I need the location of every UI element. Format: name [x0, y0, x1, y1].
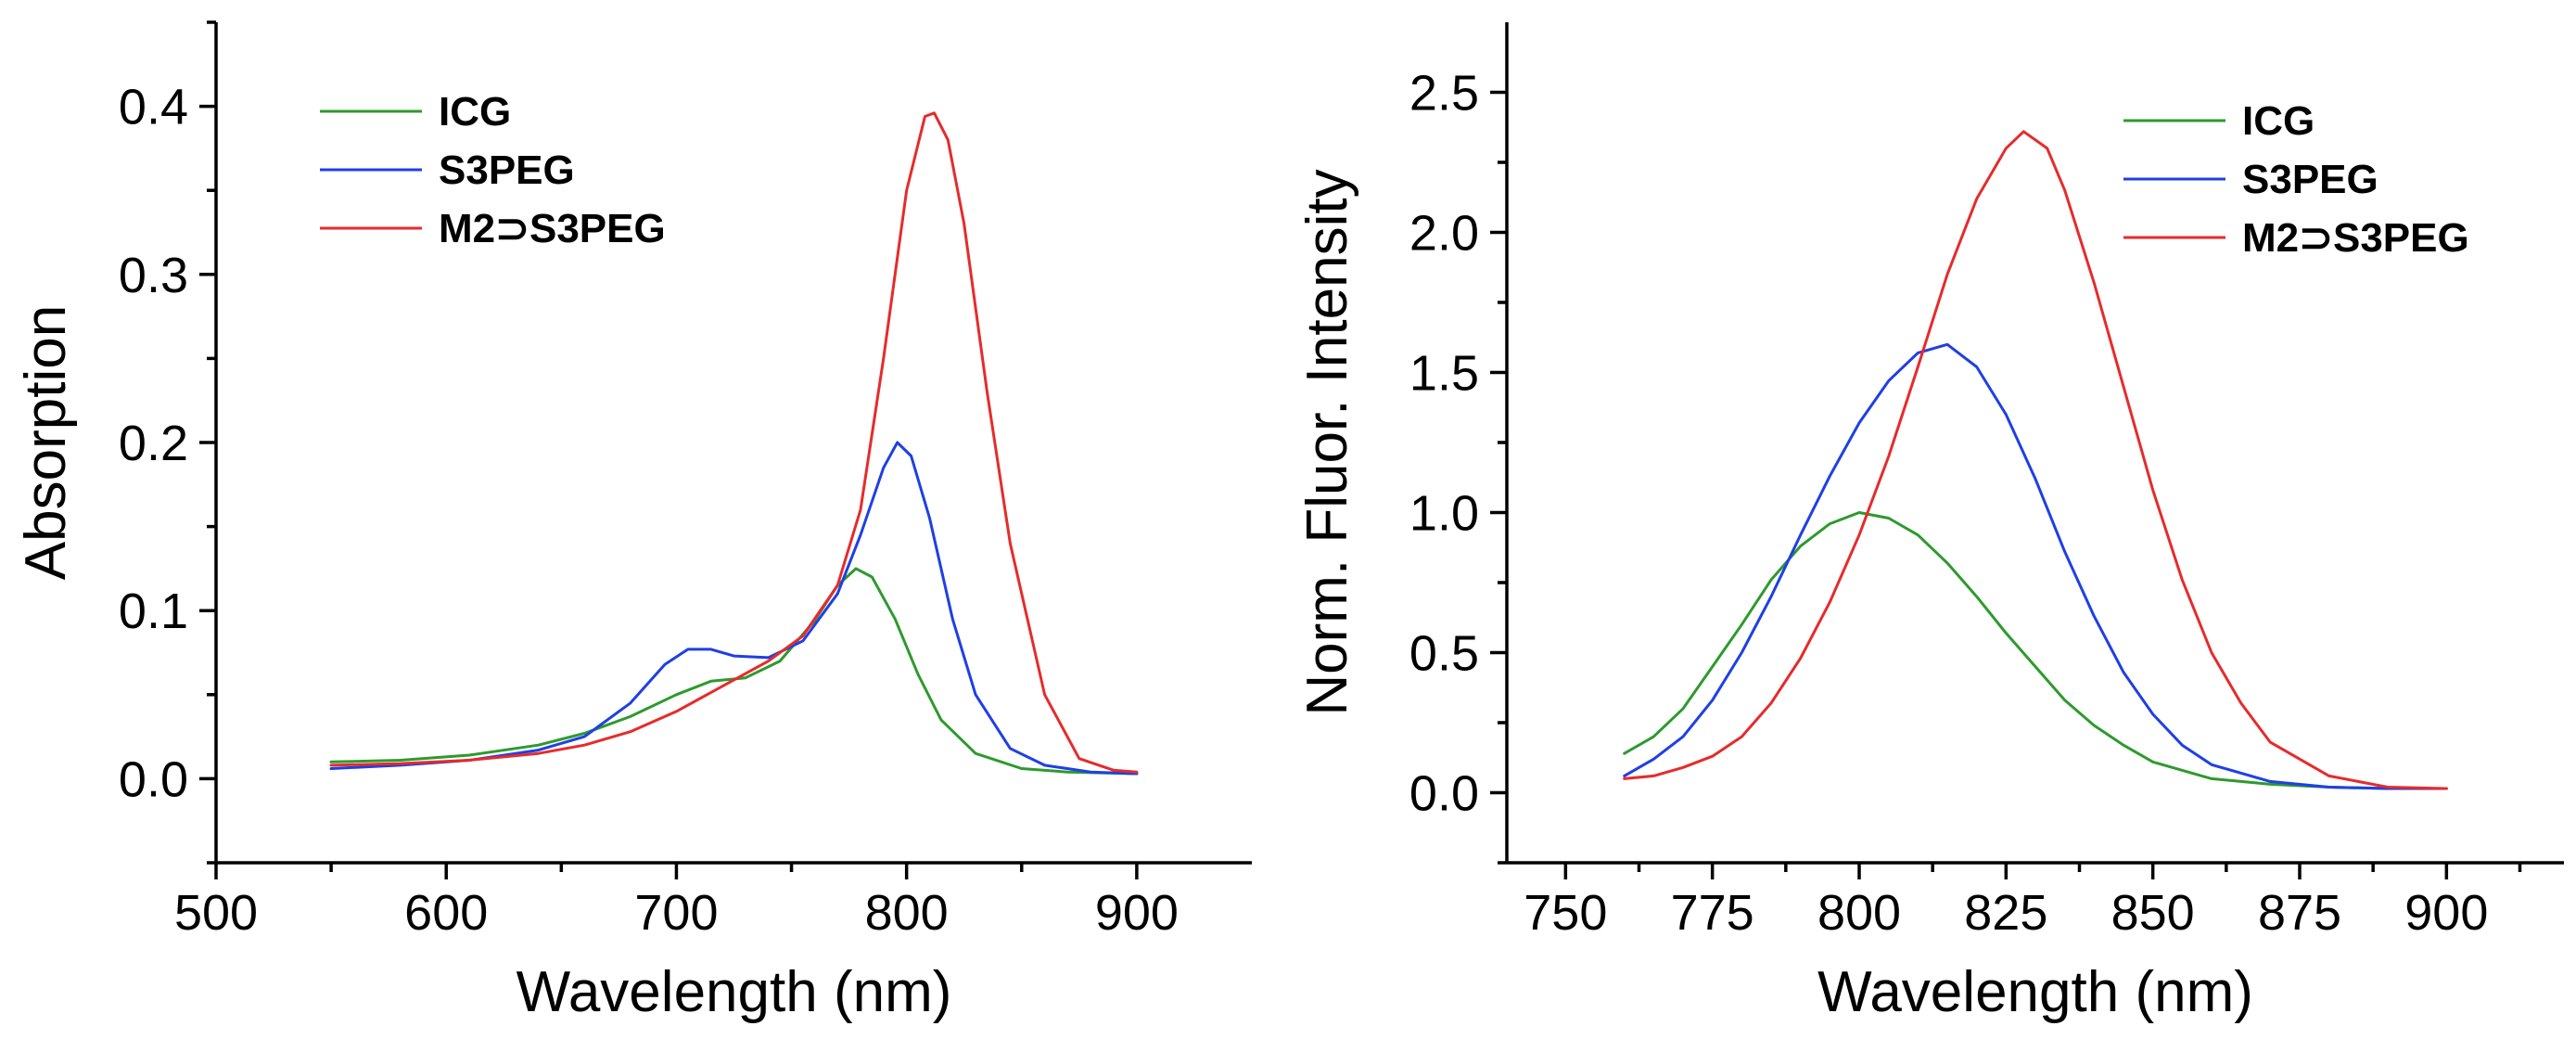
legend-label: M2⊃S3PEG: [439, 206, 666, 251]
y-tick-label: 0.1: [119, 584, 188, 639]
x-tick-label: 825: [1964, 885, 2047, 941]
y-tick-label: 0.2: [119, 416, 188, 471]
y-tick-label: 1.0: [1409, 486, 1479, 542]
series-line-icg: [1623, 511, 2448, 790]
x-tick-label: 750: [1524, 885, 1607, 941]
x-tick-label: 850: [2111, 885, 2195, 941]
x-tick-label: 600: [404, 885, 488, 941]
x-tick-label: 900: [2404, 885, 2488, 941]
y-tick-label: 0.0: [1409, 766, 1479, 822]
x-tick-label: 900: [1095, 885, 1179, 941]
y-tick-label: 0.3: [119, 248, 188, 303]
y-tick-label: 0.5: [1409, 626, 1479, 682]
y-axis-title: Norm. Fluor. Intensity: [1295, 169, 1359, 715]
y-tick-label: 2.5: [1409, 66, 1479, 122]
y-tick-label: 1.5: [1409, 346, 1479, 402]
legend-label: S3PEG: [2242, 157, 2378, 202]
x-tick-label: 500: [174, 885, 258, 941]
x-tick-label: 700: [634, 885, 718, 941]
x-tick-label: 775: [1671, 885, 1754, 941]
y-axis-title: Absorption: [14, 305, 78, 580]
x-axis-title: Wavelength (nm): [516, 960, 952, 1024]
absorption-chart-panel: 500 600 700 800 900 0.0 0.1 0.2 0.3 0.4 Wavelength…: [14, 20, 1252, 1024]
legend-label: M2⊃S3PEG: [2242, 215, 2469, 261]
x-tick-label: 875: [2258, 885, 2341, 941]
x-axis-title: Wavelength (nm): [1817, 960, 2253, 1024]
series-line-s3peg: [1623, 342, 2448, 790]
series-line-icg: [329, 567, 1139, 776]
series-line-s3peg: [329, 441, 1139, 776]
fluorescence-chart-panel: 750 775 800 825 850 875 900 0.0 0.5 1.0 1.5 2.0 2.5 W…: [1295, 22, 2564, 1024]
x-tick-label: 800: [1817, 885, 1901, 941]
legend-label: ICG: [2242, 98, 2315, 144]
series-line-m2-s3peg: [1623, 130, 2448, 790]
y-tick-label: 0.4: [119, 80, 188, 135]
y-tick-label: 2.0: [1409, 206, 1479, 262]
y-tick-label: 0.0: [119, 751, 188, 807]
series-line-m2-s3peg: [329, 111, 1139, 774]
x-tick-label: 800: [865, 885, 949, 941]
legend-label: ICG: [439, 89, 511, 135]
legend-label: S3PEG: [439, 148, 575, 193]
